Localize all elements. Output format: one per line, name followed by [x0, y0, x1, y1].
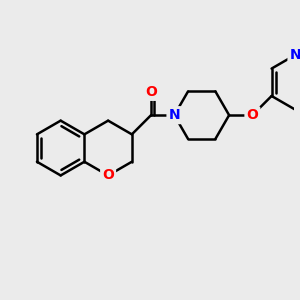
Text: O: O — [145, 85, 157, 99]
Text: N: N — [290, 48, 300, 62]
Text: O: O — [102, 168, 114, 182]
Text: N: N — [169, 108, 180, 122]
Text: O: O — [247, 108, 258, 122]
